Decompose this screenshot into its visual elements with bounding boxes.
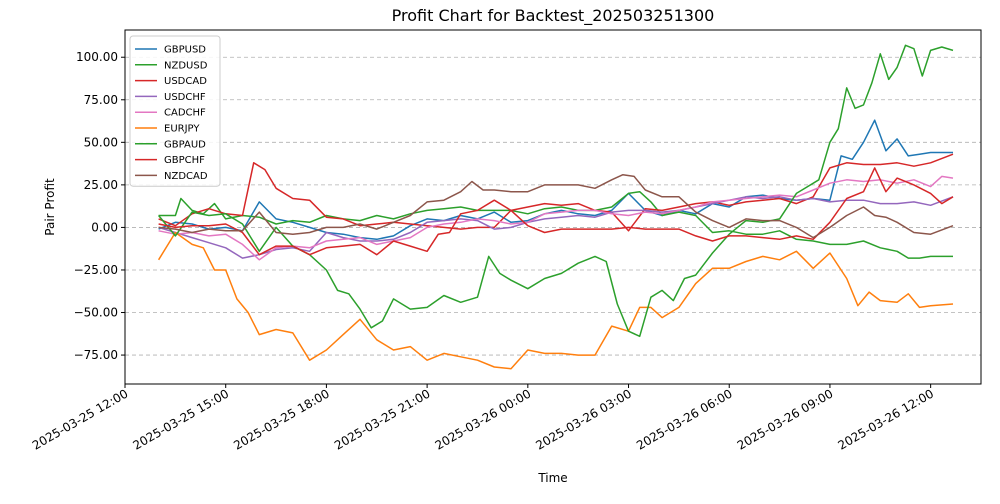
legend: GBPUSD NZDUSD USDCAD USDCHF CADCHF EURJPY GBPA… [129, 35, 221, 187]
x-axis: 2025-03-25 12:00 2025-03-25 15:00 2025-03-… [30, 384, 936, 453]
plot-frame [124, 29, 982, 385]
x-tick-label: 2025-03-25 21:00 [332, 386, 433, 452]
series-line-usdcad [158, 153, 954, 232]
y-tick-label: −50.00 [74, 306, 118, 320]
y-tick-label: 100.00 [76, 50, 118, 64]
y-tick-label: 0.00 [91, 220, 118, 234]
x-tick-label: 2025-03-26 12:00 [835, 386, 936, 452]
x-tick-label: 2025-03-26 03:00 [533, 386, 634, 452]
y-tick-label: −75.00 [74, 348, 118, 362]
legend-label: GBPAUD [164, 139, 206, 150]
legend-label: NZDCAD [164, 171, 208, 182]
y-tick-label: 50.00 [84, 135, 118, 149]
y-tick-label: 75.00 [84, 93, 118, 107]
y-axis-label: Pair Profit [43, 178, 57, 236]
y-tick-label: 25.00 [84, 178, 118, 192]
legend-label: GBPUSD [164, 45, 206, 56]
y-axis: −75.00 −50.00 −25.00 0.00 25.00 50.00 75.00 100… [74, 50, 125, 362]
series-line-gbpusd [158, 119, 953, 241]
legend-label: NZDUSD [164, 60, 208, 71]
x-tick-label: 2025-03-25 18:00 [231, 386, 332, 452]
x-tick-label: 2025-03-26 06:00 [634, 386, 735, 452]
legend-box [129, 35, 221, 187]
x-tick-label: 2025-03-26 09:00 [735, 386, 836, 452]
legend-label: GBPCHF [164, 155, 205, 166]
y-tick-label: −25.00 [74, 263, 118, 277]
legend-label: USDCAD [164, 76, 207, 87]
series-line-eurjpy [157, 231, 954, 370]
series-line-nzdcad [158, 173, 954, 239]
x-tick-label: 2025-03-26 00:00 [433, 386, 534, 452]
series-line-gbpchf [158, 167, 954, 256]
series-line-usdchf [158, 196, 954, 259]
legend-label: EURJPY [164, 124, 200, 135]
series-line-gbpaud [158, 44, 954, 338]
x-axis-label: Time [537, 471, 567, 485]
legend-label: USDCHF [164, 92, 206, 103]
legend-label: CADCHF [164, 108, 206, 119]
series-line-nzdusd [158, 190, 953, 259]
series-layer [157, 44, 954, 370]
x-tick-label: 2025-03-25 12:00 [30, 386, 131, 452]
chart-title: Profit Chart for Backtest_202503251300 [392, 6, 715, 26]
x-tick-label: 2025-03-25 15:00 [131, 386, 232, 452]
